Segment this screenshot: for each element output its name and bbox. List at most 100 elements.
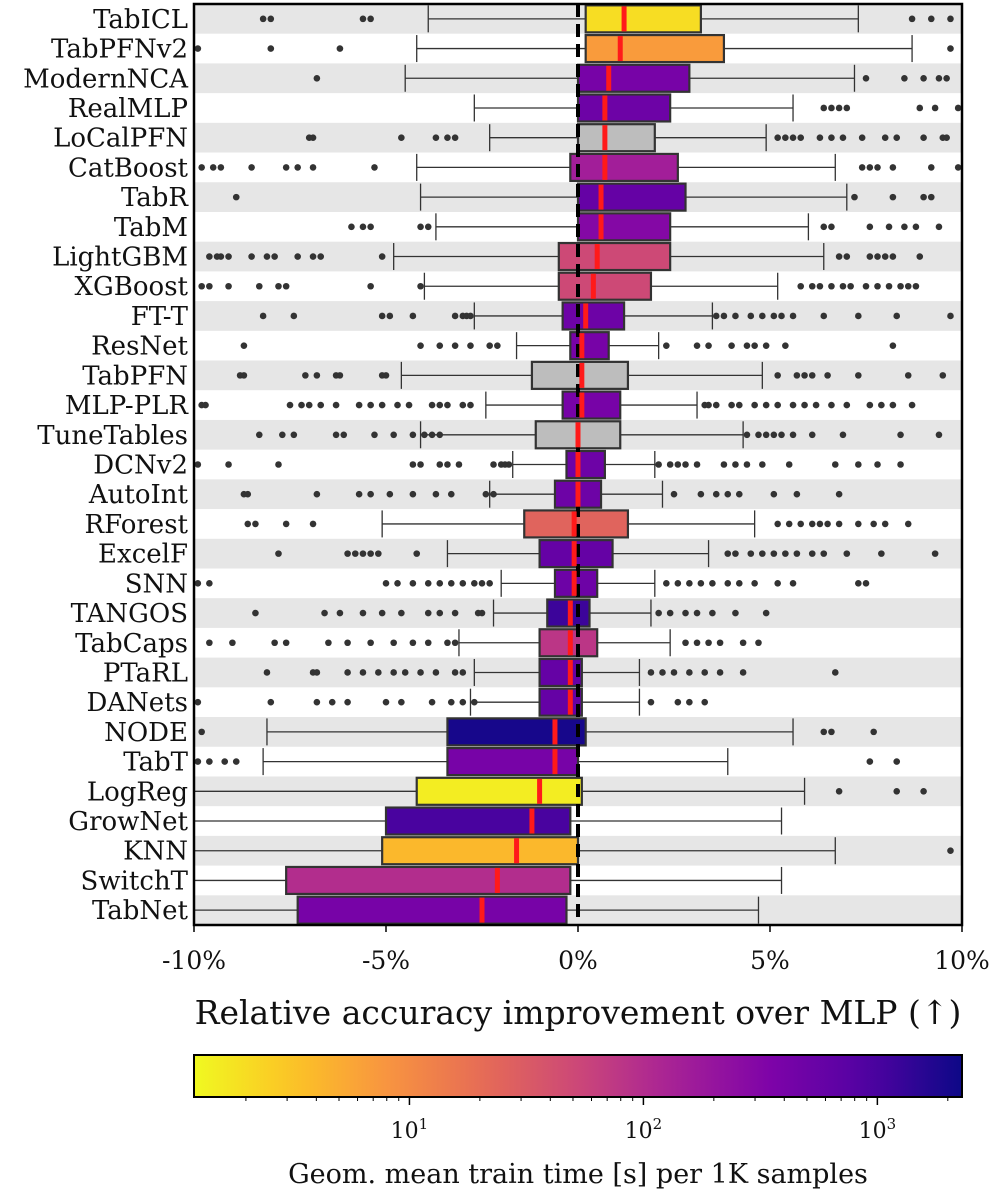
outlier-point (459, 669, 467, 676)
outlier-point (344, 669, 351, 676)
outlier-point (282, 282, 290, 290)
outlier-point (267, 698, 275, 706)
outlier-point (866, 253, 874, 260)
outlier-point (271, 639, 278, 647)
outlier-point (378, 609, 386, 617)
box-ft-t (561, 301, 626, 331)
outlier-point (889, 253, 897, 260)
outlier-point (916, 104, 924, 112)
outlier-point (751, 401, 758, 409)
outlier-point (839, 282, 847, 290)
outlier-point (271, 253, 278, 260)
outlier-point (194, 461, 202, 468)
outlier-point (336, 609, 344, 617)
outlier-point (693, 342, 701, 349)
outlier-point (367, 223, 374, 231)
outlier-point (878, 550, 885, 557)
outlier-point (244, 520, 252, 528)
y-tick-label-dcnv2: DCNv2 (93, 451, 188, 481)
outlier-point (386, 490, 394, 498)
outlier-point (774, 520, 781, 528)
outlier-point (259, 15, 267, 23)
outlier-point (447, 580, 455, 587)
outlier-point (893, 134, 901, 141)
x-axis-title: Relative accuracy improvement over MLP (… (195, 993, 962, 1032)
outlier-point (663, 342, 670, 349)
outlier-point (820, 104, 828, 112)
outlier-point (436, 401, 444, 409)
outlier-point (444, 639, 451, 647)
outlier-point (252, 609, 259, 617)
outlier-point (413, 550, 421, 557)
outlier-point (232, 193, 240, 201)
outlier-point (209, 164, 217, 171)
outlier-point (739, 639, 747, 647)
box-node (446, 717, 587, 747)
outlier-point (735, 401, 743, 409)
outlier-point (816, 282, 824, 290)
outlier-point (666, 461, 674, 468)
colorbar-label: Geom. mean train time [s] per 1K samples (288, 1159, 868, 1190)
outlier-point (724, 550, 732, 557)
outlier-point (206, 758, 213, 765)
outlier-point (755, 639, 762, 647)
outlier-point (355, 490, 363, 498)
outlier-point (490, 461, 497, 468)
outlier-point (344, 639, 351, 647)
outlier-point (793, 490, 801, 498)
outlier-point (332, 401, 340, 409)
outlier-point (451, 342, 459, 349)
outlier-point (263, 253, 271, 260)
box-tabicl (584, 4, 702, 34)
outlier-point (927, 193, 935, 201)
outlier-point (747, 550, 755, 557)
outlier-point (747, 312, 755, 320)
outlier-point (206, 253, 213, 260)
outlier-point (486, 580, 493, 587)
outlier-point (424, 223, 432, 231)
outlier-point (743, 431, 751, 439)
outlier-point (935, 223, 943, 231)
outlier-point (682, 639, 689, 647)
outlier-point (340, 431, 348, 439)
outlier-point (712, 401, 720, 409)
outlier-point (432, 669, 440, 676)
outlier-point (874, 461, 881, 468)
outlier-point (828, 104, 835, 112)
outlier-point (390, 431, 397, 439)
outlier-point (444, 461, 451, 468)
outlier-point (206, 580, 213, 587)
outlier-point (444, 401, 451, 409)
outlier-point (693, 639, 701, 647)
outlier-point (828, 223, 835, 231)
outlier-point (759, 461, 766, 468)
box-grownet (384, 806, 572, 836)
outlier-point (348, 223, 355, 231)
plot-area (192, 2, 964, 927)
y-tick-label-tabicl: TabICL (93, 5, 188, 35)
outlier-point (889, 193, 897, 201)
outlier-point (828, 282, 835, 290)
outlier-point (409, 639, 417, 647)
outlier-point (424, 639, 432, 647)
outlier-point (904, 372, 912, 379)
outlier-point (240, 342, 248, 349)
outlier-point (835, 788, 843, 795)
outlier-point (732, 550, 739, 557)
box-danets (538, 687, 583, 717)
outlier-point (889, 164, 897, 171)
outlier-point (309, 134, 317, 141)
outlier-point (367, 639, 374, 647)
outlier-point (693, 609, 701, 617)
outlier-point (739, 669, 747, 676)
outlier-point (789, 401, 797, 409)
outlier-point (409, 490, 417, 498)
outlier-point (486, 342, 493, 349)
outlier-point (720, 461, 728, 468)
outlier-point (935, 74, 943, 82)
outlier-point (835, 490, 843, 498)
y-tick-label-tabpfn: TabPFN (82, 361, 188, 391)
outlier-point (808, 550, 816, 557)
outlier-point (870, 728, 877, 736)
outlier-point (920, 193, 927, 201)
